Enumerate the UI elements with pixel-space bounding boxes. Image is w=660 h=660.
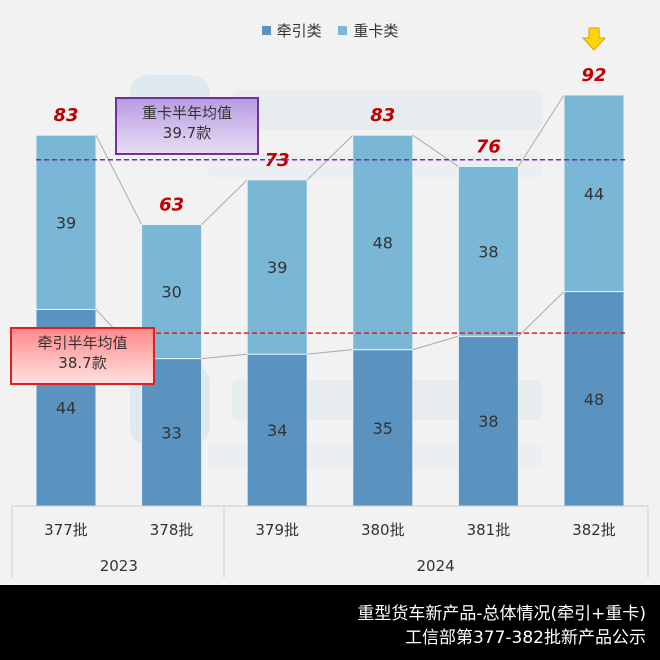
bar-heavy [563, 94, 625, 293]
chart: 443983377批333063378批343973379批354883380批… [11, 27, 649, 578]
series-connector [412, 134, 459, 167]
label-tractor: 48 [584, 390, 604, 409]
callout-value: 39.7款 [162, 124, 212, 142]
series-connector [95, 134, 143, 225]
series-connector [518, 291, 565, 337]
label-total: 83 [370, 105, 395, 126]
heavy-average-callout: 重卡半年均值 39.7款 [115, 97, 259, 155]
arrow-down-icon [581, 27, 607, 51]
label-tractor: 35 [373, 419, 393, 438]
callout-value: 38.7款 [58, 354, 107, 372]
series-connector [306, 134, 354, 181]
group-label: 2024 [417, 557, 455, 575]
label-tractor: 38 [478, 412, 498, 431]
bar-heavy [352, 134, 414, 351]
label-tractor: 44 [56, 399, 76, 418]
watermark-logo [232, 90, 542, 130]
callout-label: 重卡半年均值 [141, 104, 232, 122]
footer: 重型货车新产品-总体情况(牵引+重卡) 工信部第377-382批新产品公示 [0, 585, 660, 660]
series-connector [201, 353, 248, 360]
label-heavy: 39 [267, 258, 287, 277]
bar-heavy [35, 134, 97, 310]
footer-subtitle: 工信部第377-382批新产品公示 [404, 628, 646, 648]
series-connector [201, 179, 248, 225]
category-tick-label: 381批 [467, 521, 511, 539]
label-heavy: 48 [373, 233, 393, 252]
tractor-average-callout: 牵引半年均值 38.7款 [10, 327, 155, 385]
legend-item-heavy: 重卡类 [338, 22, 398, 40]
category-tick-label: 377批 [44, 521, 88, 539]
bar-heavy [457, 165, 519, 337]
label-tractor: 33 [161, 423, 181, 442]
category-tick-label: 382批 [572, 521, 616, 539]
series-connector [412, 335, 459, 351]
label-total: 92 [581, 65, 606, 86]
callout-label: 牵引半年均值 [37, 334, 128, 352]
label-heavy: 39 [56, 213, 76, 232]
label-heavy: 44 [584, 184, 604, 203]
bar-tractor [563, 291, 625, 507]
label-total: 76 [476, 136, 501, 157]
label-total: 83 [53, 105, 78, 126]
series-connector [517, 94, 565, 167]
bar-tractor [457, 335, 519, 507]
category-tick-label: 378批 [150, 521, 194, 539]
group-label: 2023 [100, 557, 138, 575]
bar-heavy [246, 179, 308, 355]
series-connector [307, 349, 353, 355]
category-tick-label: 380批 [361, 521, 405, 539]
legend-label: 牵引类 [276, 22, 322, 40]
legend: 牵引类 重卡类 [0, 20, 660, 41]
label-total: 63 [159, 195, 184, 216]
legend-label: 重卡类 [353, 22, 399, 40]
category-tick-label: 379批 [255, 521, 299, 539]
label-tractor: 34 [267, 421, 287, 440]
label-heavy: 30 [161, 283, 181, 302]
footer-title: 重型货车新产品-总体情况(牵引+重卡) [357, 604, 646, 624]
label-heavy: 38 [478, 242, 498, 261]
legend-item-tractor: 牵引类 [261, 22, 322, 40]
